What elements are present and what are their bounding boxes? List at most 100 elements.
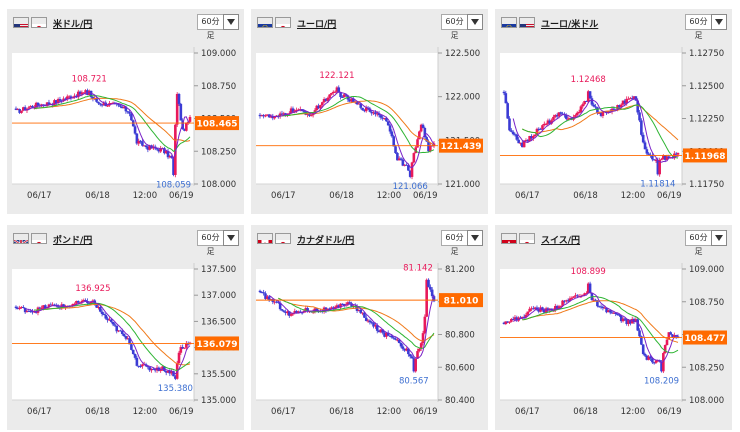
candle-body xyxy=(597,112,601,114)
low-price-label: 80.567 xyxy=(399,377,429,387)
candle-body xyxy=(262,115,265,117)
chart-panel-4: ポンド/円60分足137.500137.000136.500136.000135… xyxy=(7,225,244,430)
candle-body xyxy=(293,110,297,112)
timeframe-select[interactable]: 60分足 xyxy=(685,230,728,256)
plot-area xyxy=(256,269,438,400)
ma-long-line xyxy=(522,104,679,141)
candle-body xyxy=(423,127,427,138)
candle-body xyxy=(383,332,386,337)
currency-pair-link[interactable]: ポンド/円 xyxy=(53,236,93,246)
candle-body xyxy=(289,108,293,114)
candle-body xyxy=(502,322,506,324)
candle-body xyxy=(616,313,619,315)
timeframe-select[interactable]: 60分足 xyxy=(197,230,240,256)
timeframe-select[interactable]: 60分足 xyxy=(441,14,484,40)
candle-body xyxy=(667,332,671,340)
candle-body xyxy=(346,302,350,305)
candle-body xyxy=(577,111,581,113)
currency-pair-link[interactable]: カナダドル/円 xyxy=(297,236,355,246)
x-tick-label: 06/18 xyxy=(85,191,110,201)
candle-body xyxy=(630,318,634,324)
candle-body xyxy=(368,320,372,323)
candle-body xyxy=(142,364,146,366)
candle-body xyxy=(676,152,680,155)
candlestick-chart: 109.000108.750108.500108.250108.00006/17… xyxy=(500,263,727,417)
candle-body xyxy=(673,153,676,159)
candle-body xyxy=(350,303,353,307)
candle-body xyxy=(390,335,394,338)
candle-body xyxy=(75,300,78,304)
chevron-down-icon[interactable] xyxy=(467,14,483,30)
candle-body xyxy=(31,311,34,313)
candle-body xyxy=(355,101,359,105)
candle-body xyxy=(109,102,113,104)
candle-body xyxy=(510,130,513,132)
currency-pair-link[interactable]: ユーロ/米ドル xyxy=(541,20,599,30)
candle-body xyxy=(84,90,87,93)
jp-flag-icon xyxy=(275,17,291,28)
x-tick-label: 06/17 xyxy=(515,407,540,417)
candle-body xyxy=(563,300,566,302)
timeframe-select[interactable]: 60分足 xyxy=(685,14,728,40)
y-tick-label: 1.12500 xyxy=(689,82,724,92)
candle-body xyxy=(623,100,627,104)
candle-body xyxy=(386,121,390,126)
candle-body xyxy=(113,102,117,104)
currency-pair-link[interactable]: スイス/円 xyxy=(541,236,581,246)
candle-body xyxy=(47,304,51,308)
timeframe-select[interactable]: 60分足 xyxy=(441,230,484,256)
candle-body xyxy=(652,362,656,364)
candle-body xyxy=(163,148,166,154)
candle-body xyxy=(89,301,93,304)
candle-body xyxy=(280,113,284,115)
candle-body xyxy=(76,91,80,98)
candle-body xyxy=(137,365,141,367)
x-tick-label: 06/19 xyxy=(169,191,194,201)
chevron-down-icon[interactable] xyxy=(711,230,727,246)
candle-body xyxy=(14,108,18,110)
x-tick-label: 12:00 xyxy=(377,407,402,417)
timeframe-value: 60分足 xyxy=(197,230,224,256)
candle-body xyxy=(665,339,669,346)
candle-body xyxy=(599,306,603,308)
candle-body xyxy=(331,307,335,309)
panel-header: ユーロ/円 60分足 xyxy=(251,9,488,40)
candle-body xyxy=(148,367,152,371)
candle-body xyxy=(166,150,170,158)
candle-body xyxy=(410,356,414,359)
eu-flag-icon xyxy=(501,17,517,28)
chevron-down-icon[interactable] xyxy=(711,14,727,30)
chart-panel-2: ユーロ/円 60分足 122.500122.000121.500121.00006/… xyxy=(251,9,488,214)
currency-pair-link[interactable]: 米ドル/円 xyxy=(53,20,93,30)
chevron-down-icon[interactable] xyxy=(467,230,483,246)
y-tick-label: 108.250 xyxy=(201,147,236,157)
candle-body xyxy=(153,369,157,371)
candle-body xyxy=(614,312,618,314)
candle-body xyxy=(119,105,122,107)
y-tick-label: 1.11750 xyxy=(689,180,724,190)
candle-body xyxy=(84,300,87,302)
candle-body xyxy=(407,348,410,355)
candle-body xyxy=(663,345,667,354)
candlestick-chart: 122.500122.000121.500121.00006/1706/1812… xyxy=(256,47,483,201)
candle-body xyxy=(372,112,375,114)
current-price-label: 136.079 xyxy=(197,340,238,350)
chevron-down-icon[interactable] xyxy=(223,14,239,30)
candle-body xyxy=(288,311,291,316)
currency-pair-link[interactable]: ユーロ/円 xyxy=(297,20,337,30)
candle-body xyxy=(629,98,632,100)
candle-body xyxy=(522,140,526,148)
x-tick-label: 06/17 xyxy=(27,191,52,201)
candle-body xyxy=(513,134,517,136)
candle-body xyxy=(506,321,509,323)
candle-body xyxy=(601,111,605,116)
candle-body xyxy=(379,115,383,118)
candle-body xyxy=(34,102,38,108)
candle-body xyxy=(550,120,553,124)
candle-body xyxy=(20,306,23,308)
ma-long-line xyxy=(34,97,191,142)
chevron-down-icon[interactable] xyxy=(223,230,239,246)
candle-body xyxy=(416,351,419,359)
timeframe-select[interactable]: 60分足 xyxy=(197,14,240,40)
candle-body xyxy=(22,306,25,308)
